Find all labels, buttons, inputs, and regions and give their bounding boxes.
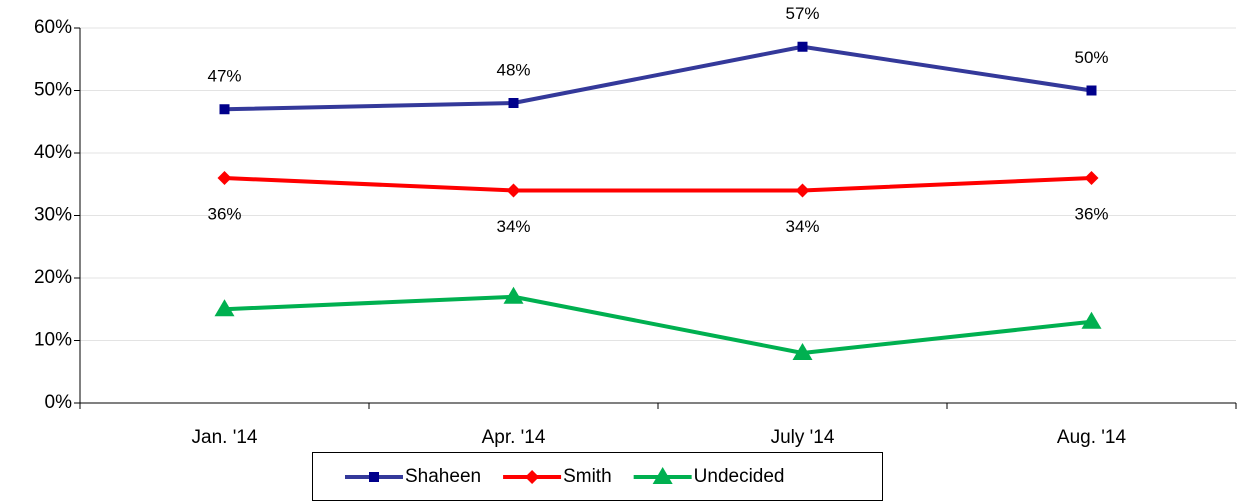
marker [792,343,813,360]
data-label: 48% [496,60,530,79]
series-line [224,176,1092,193]
x-tick-label: Apr. '14 [482,427,546,448]
marker [219,104,230,115]
marker [508,98,519,108]
marker [1084,171,1099,185]
marker [214,299,235,317]
series-line [224,294,1092,355]
data-label: 57% [785,4,819,23]
data-label: 36% [1074,204,1108,223]
marker [503,286,524,304]
marker [217,171,232,185]
data-label: 34% [496,217,530,236]
series-line [224,44,1092,112]
legend-label: Smith [563,466,612,487]
x-tick-label: Jan. '14 [192,427,258,448]
data-label: 47% [207,67,241,86]
y-tick-label: 20% [34,267,72,288]
marker [1086,85,1097,96]
legend-label: Shaheen [405,466,481,487]
legend-box [312,452,883,501]
y-tick-label: 10% [34,330,72,351]
legend-marker [369,472,379,482]
legend-marker [525,470,540,484]
y-tick-label: 30% [34,205,72,226]
data-label: 50% [1074,48,1108,67]
legend: Shaheen Smith Undecided [312,452,883,501]
legend-marker [652,467,673,484]
marker [1081,311,1102,329]
marker [797,41,808,52]
legend-label: Undecided [694,466,785,487]
y-tick-label: 60% [34,17,72,38]
data-label: 36% [207,204,241,223]
y-tick-label: 40% [34,142,72,163]
x-tick-label: Aug. '14 [1057,427,1127,448]
marker [795,183,810,198]
y-tick-label: 0% [45,392,73,413]
x-tick-label: July '14 [771,427,835,448]
data-label: 34% [785,217,819,236]
y-tick-label: 50% [34,80,72,101]
marker [506,183,521,198]
